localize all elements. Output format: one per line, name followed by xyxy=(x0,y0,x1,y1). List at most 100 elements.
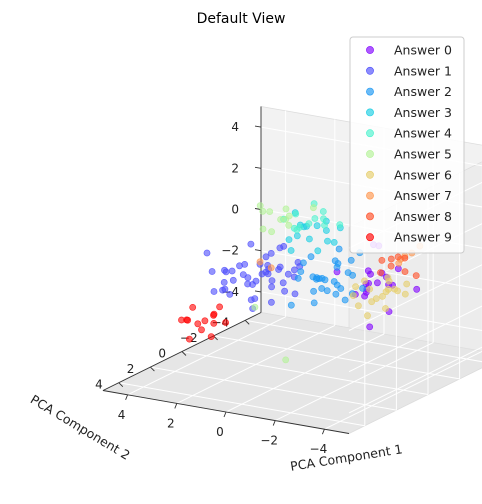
data-point xyxy=(332,290,340,298)
data-point xyxy=(344,269,352,276)
x-tick-label: 4 xyxy=(118,408,126,422)
data-point xyxy=(313,222,321,230)
data-point xyxy=(337,285,345,292)
x-tick-label: 2 xyxy=(167,416,175,430)
data-point xyxy=(361,277,368,285)
data-point xyxy=(378,256,386,264)
z-tick-mark xyxy=(254,166,262,169)
y-tick-label: 4 xyxy=(95,378,103,392)
data-point xyxy=(403,280,411,288)
y-axis-label: PCA Component 2 xyxy=(28,392,133,463)
legend-marker xyxy=(366,191,374,200)
data-point xyxy=(341,296,349,304)
legend-label: Answer 0 xyxy=(394,43,452,58)
data-point xyxy=(292,210,300,218)
data-point xyxy=(373,279,381,287)
data-point xyxy=(228,267,236,275)
x-tick-mark xyxy=(321,429,325,435)
data-point xyxy=(293,232,301,240)
data-point xyxy=(394,287,401,295)
data-point xyxy=(377,269,384,276)
data-point xyxy=(221,266,228,274)
data-point xyxy=(279,279,287,287)
z-tick-label: 0 xyxy=(231,203,239,217)
legend-label: Answer 4 xyxy=(394,126,452,141)
data-points xyxy=(178,200,424,364)
data-point xyxy=(259,207,267,215)
data-point xyxy=(267,264,275,272)
legend-marker xyxy=(366,108,374,117)
data-point xyxy=(208,268,216,275)
data-point xyxy=(251,303,259,311)
data-point xyxy=(364,312,371,320)
x-tick-label: −4 xyxy=(310,442,328,456)
data-point xyxy=(401,268,409,275)
data-point xyxy=(294,274,302,282)
data-point xyxy=(282,205,290,213)
data-point xyxy=(239,271,247,278)
data-point xyxy=(284,270,292,278)
data-point xyxy=(296,223,303,231)
data-point xyxy=(268,283,275,291)
data-point xyxy=(267,298,275,306)
data-point xyxy=(198,326,205,334)
data-point xyxy=(297,268,305,275)
data-point xyxy=(366,323,374,331)
data-point xyxy=(323,287,331,295)
data-point xyxy=(334,260,342,267)
legend-marker xyxy=(366,170,374,179)
data-point xyxy=(347,256,355,264)
legend-marker xyxy=(366,46,374,54)
data-point xyxy=(321,221,328,229)
data-point xyxy=(256,258,264,266)
data-point xyxy=(219,286,226,294)
data-point xyxy=(349,292,357,299)
data-point xyxy=(268,228,275,236)
legend: Answer 0 Answer 1 Answer 2 Answer 3 Answer 4… xyxy=(349,36,465,254)
legend-frame xyxy=(349,36,465,254)
data-point xyxy=(368,298,376,306)
legend-marker xyxy=(366,150,374,158)
data-point xyxy=(394,253,402,261)
z-tick-label: −2 xyxy=(221,244,239,258)
data-point xyxy=(319,208,327,215)
y-tick-label: 0 xyxy=(158,347,166,361)
data-point xyxy=(379,292,386,300)
data-point xyxy=(320,215,327,223)
data-point xyxy=(367,270,374,278)
data-point xyxy=(387,255,395,263)
data-point xyxy=(210,311,217,319)
data-point xyxy=(413,285,421,293)
data-point xyxy=(216,303,223,311)
data-point xyxy=(412,272,420,279)
z-tick-label: 4 xyxy=(231,120,239,134)
data-point xyxy=(262,253,270,261)
x-tick-mark xyxy=(272,420,276,426)
data-point xyxy=(285,221,293,229)
data-point xyxy=(277,216,284,223)
data-point xyxy=(352,283,359,290)
legend-marker xyxy=(366,129,374,138)
data-point xyxy=(335,245,343,253)
x-tick-mark xyxy=(223,411,227,418)
data-point xyxy=(222,319,229,326)
data-point xyxy=(401,254,409,262)
x-tick-mark xyxy=(125,394,129,400)
data-point xyxy=(372,295,380,302)
legend-label: Answer 2 xyxy=(394,84,452,99)
data-point xyxy=(266,208,274,215)
data-point xyxy=(310,287,317,295)
data-point xyxy=(201,317,209,325)
data-point xyxy=(354,302,362,310)
data-point xyxy=(305,220,313,227)
data-point xyxy=(247,240,255,248)
data-point xyxy=(366,285,373,293)
y-tick-mark xyxy=(150,366,155,372)
data-point xyxy=(203,249,211,257)
legend-marker xyxy=(366,212,374,221)
data-point xyxy=(244,280,251,288)
data-point xyxy=(282,356,290,364)
data-point xyxy=(387,262,395,270)
data-point xyxy=(276,263,284,271)
